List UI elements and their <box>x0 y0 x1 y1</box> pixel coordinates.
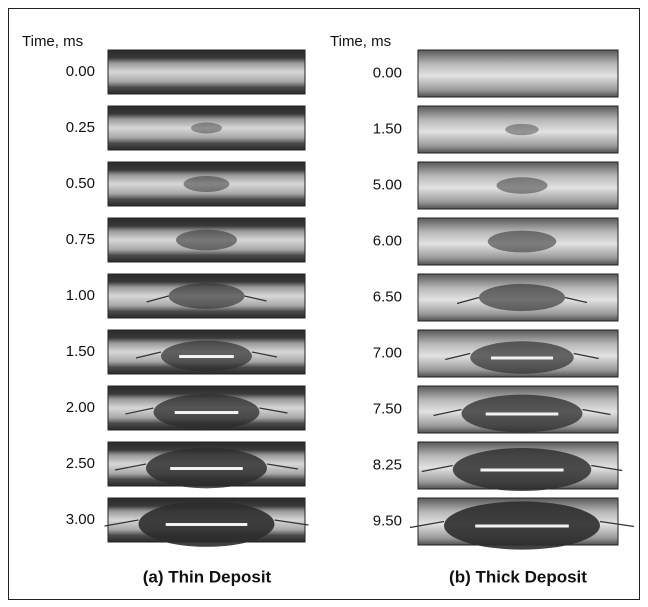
exposed-rod <box>475 525 569 528</box>
frame-photo <box>418 50 618 97</box>
exposed-rod <box>175 411 239 414</box>
time-label: 2.00 <box>66 399 95 416</box>
time-label: 7.50 <box>373 400 402 417</box>
damage <box>176 230 237 251</box>
time-label: 7.00 <box>373 344 402 361</box>
damage <box>505 124 539 135</box>
time-label: 1.50 <box>66 343 95 360</box>
frame-photo <box>418 162 618 209</box>
panel-caption: (a) Thin Deposit <box>143 567 272 586</box>
time-label: 0.00 <box>373 64 402 81</box>
frame-photo <box>418 386 618 433</box>
exposed-rod <box>166 523 248 526</box>
frame-photo <box>108 106 305 150</box>
frame-photo <box>108 386 305 430</box>
exposed-rod <box>486 413 559 416</box>
time-label: 0.50 <box>66 175 95 192</box>
damage <box>184 176 230 192</box>
panel-caption: (b) Thick Deposit <box>449 567 587 586</box>
exposed-rod <box>170 467 243 470</box>
damage <box>479 284 565 311</box>
frame-photo <box>418 218 618 265</box>
time-label: 0.00 <box>66 63 95 80</box>
frame-photo <box>108 274 305 318</box>
frame-photo <box>108 330 305 374</box>
exposed-rod <box>480 469 563 472</box>
time-label: 1.50 <box>373 120 402 137</box>
frame-photo <box>108 50 305 94</box>
time-label: 2.50 <box>66 455 95 472</box>
frame-photo <box>108 442 305 488</box>
time-axis-label: Time, ms <box>330 33 391 50</box>
time-label: 0.25 <box>66 119 95 136</box>
time-label: 6.50 <box>373 288 402 305</box>
frame-photo <box>105 498 309 547</box>
exposed-rod <box>179 355 234 358</box>
frame-photo <box>418 442 622 491</box>
figure: Time, ms 0.00 0.25 0.50 0.75 1.00 1.50 2.00 2.50… <box>0 0 648 607</box>
time-axis-label: Time, ms <box>22 33 83 50</box>
time-label: 9.50 <box>373 512 402 529</box>
time-label: 1.00 <box>66 287 95 304</box>
frame-background <box>418 50 618 97</box>
time-label: 0.75 <box>66 231 95 248</box>
frame-photo <box>418 106 618 153</box>
damage <box>488 231 557 253</box>
damage <box>191 123 222 134</box>
frame-photo <box>418 274 618 321</box>
time-label: 8.25 <box>373 456 402 473</box>
time-label: 6.00 <box>373 232 402 249</box>
exposed-rod <box>491 357 553 360</box>
frame-background <box>108 50 305 94</box>
time-label: 3.00 <box>66 511 95 528</box>
frame-photo <box>418 330 618 377</box>
frame-photo <box>410 498 634 550</box>
damage <box>169 283 245 309</box>
time-label: 5.00 <box>373 176 402 193</box>
frame-photo <box>108 218 305 262</box>
frame-photo <box>108 162 305 206</box>
damage <box>497 177 548 194</box>
